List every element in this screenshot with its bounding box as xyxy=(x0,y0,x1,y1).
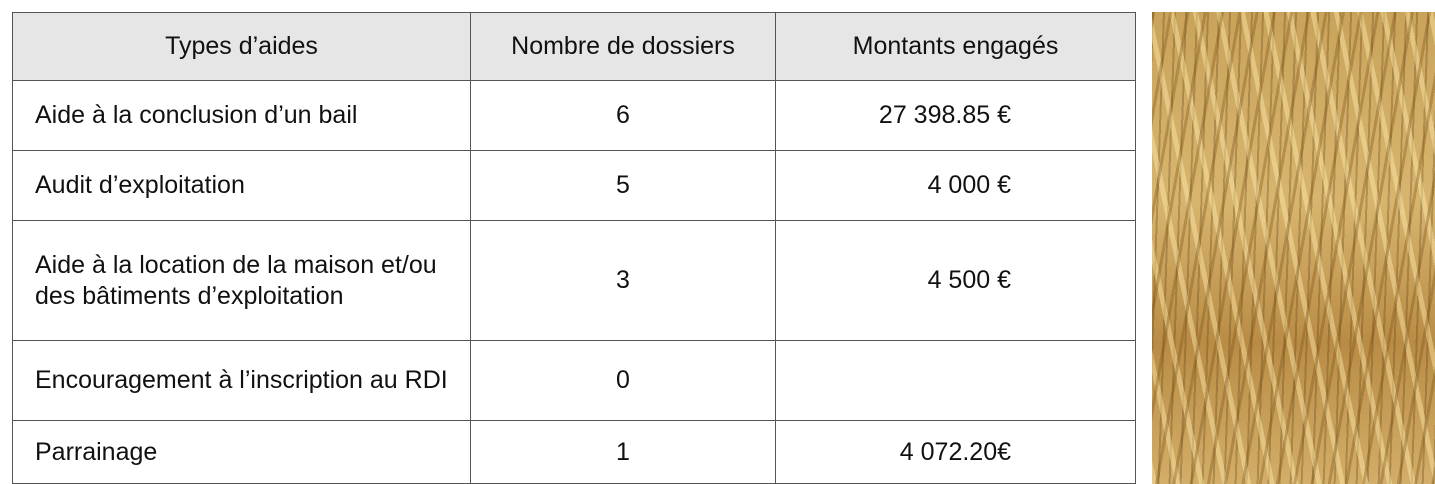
table-cell: 4 000 € xyxy=(776,151,1136,221)
table-cell: Audit d’exploitation xyxy=(13,151,471,221)
header-cell: Montants engagés xyxy=(776,13,1136,81)
table-cell: Aide à la location de la maison et/ou de… xyxy=(13,221,471,341)
table-cell: Encouragement à l’inscription au RDI xyxy=(13,341,471,421)
table-cell: 6 xyxy=(471,81,776,151)
table-cell: 3 xyxy=(471,221,776,341)
table-cell: 5 xyxy=(471,151,776,221)
table-row: Aide à la location de la maison et/ou de… xyxy=(13,221,1136,341)
table-cell: 4 072.20€ xyxy=(776,421,1136,484)
table-cell xyxy=(776,341,1136,421)
header-cell: Nombre de dossiers xyxy=(471,13,776,81)
table-cell: Parrainage xyxy=(13,421,471,484)
wheat-photo xyxy=(1152,12,1435,484)
table-cell: 4 500 € xyxy=(776,221,1136,341)
table-cell: 27 398.85 € xyxy=(776,81,1136,151)
header-cell: Types d’aides xyxy=(13,13,471,81)
table-cell: 0 xyxy=(471,341,776,421)
table-cell: Aide à la conclusion d’un bail xyxy=(13,81,471,151)
table-cell: 1 xyxy=(471,421,776,484)
page: {"table": { "header": ["Types d’aides", … xyxy=(0,0,1435,484)
